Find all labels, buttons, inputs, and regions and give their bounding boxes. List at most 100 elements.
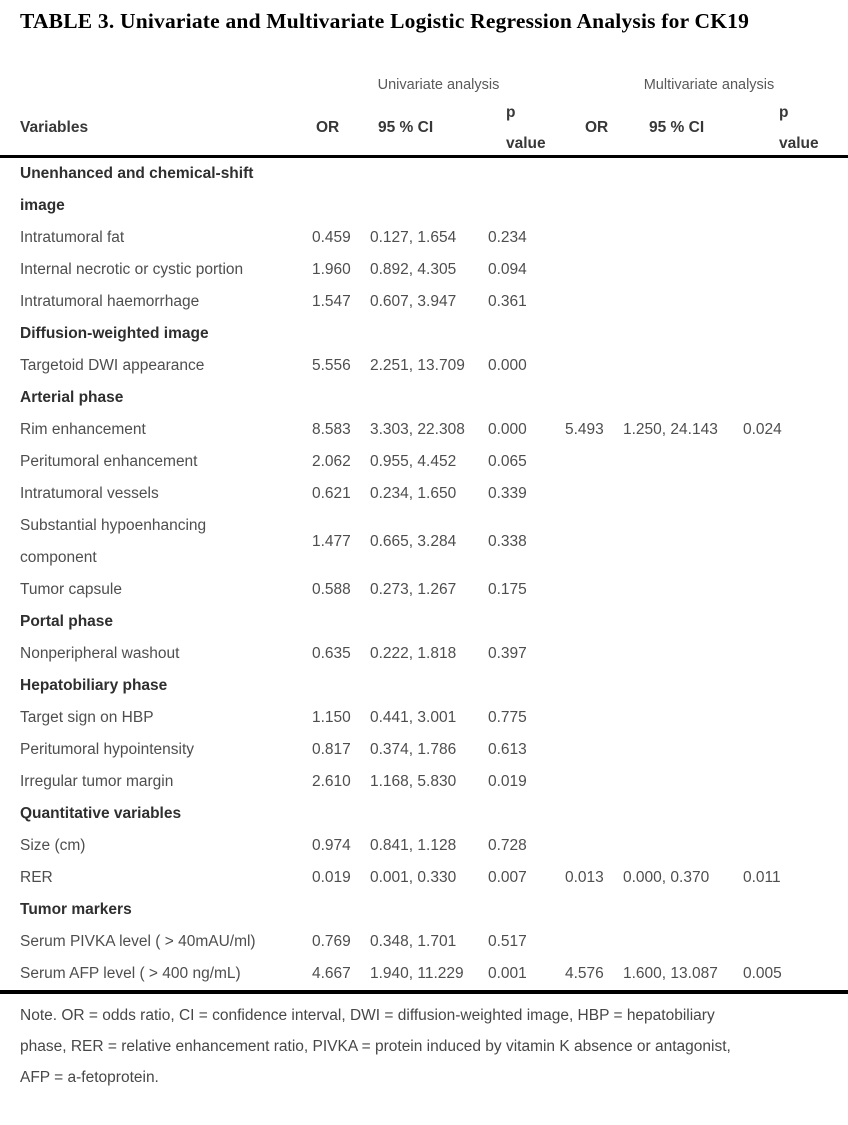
- table-row: Rim enhancement 8.583 3.303, 22.308 0.000 5.…: [20, 414, 833, 446]
- table-row: Intratumoral vessels 0.621 0.234, 1.650 0.3…: [20, 478, 833, 510]
- variable-label: Portal phase: [20, 613, 114, 631]
- multivariate-pvalue: 0.011: [743, 869, 781, 886]
- section-row: Diffusion-weighted image: [20, 318, 833, 350]
- univariate-pvalue: 0.175: [488, 581, 527, 598]
- univariate-or-value: 0.974: [312, 837, 351, 854]
- variable-label: Irregular tumor margin: [20, 773, 174, 791]
- univariate-pvalue: 0.065: [488, 453, 527, 470]
- univariate-ci-value: 0.234, 1.650: [370, 485, 457, 502]
- table-row: Targetoid DWI appearance 5.556 2.251, 13.7…: [20, 350, 833, 382]
- variable-label: Quantitative variables: [20, 805, 182, 823]
- variable-label: Substantial hypoenhancing component: [20, 517, 207, 566]
- variable-label: Nonperipheral washout: [20, 645, 180, 663]
- univariate-pvalue-header: p value: [506, 103, 546, 152]
- multivariate-or-value: 5.493: [565, 421, 604, 438]
- univariate-or-value: 0.635: [312, 645, 351, 662]
- univariate-ci-value: 1.168, 5.830: [370, 773, 457, 790]
- table-row: Intratumoral fat 0.459 0.127, 1.654 0.234: [20, 222, 833, 254]
- multivariate-or-value: 0.013: [565, 869, 604, 886]
- univariate-pvalue: 0.019: [488, 773, 527, 790]
- table-row: Target sign on HBP 1.150 0.441, 3.001 0.775: [20, 702, 833, 734]
- univariate-ci-value: 2.251, 13.709: [370, 357, 465, 374]
- variable-label: Intratumoral haemorrhage: [20, 293, 200, 311]
- univariate-ci-value: 0.841, 1.128: [370, 837, 457, 854]
- univariate-or-value: 2.062: [312, 453, 351, 470]
- multivariate-pvalue: 0.005: [743, 965, 782, 982]
- univariate-or-value: 0.588: [312, 581, 351, 598]
- univariate-pvalue: 0.001: [488, 965, 527, 982]
- univariate-ci-value: 0.441, 3.001: [370, 709, 457, 726]
- variable-label: RER: [20, 869, 53, 887]
- univariate-pvalue: 0.234: [488, 229, 527, 246]
- multivariate-ci-value: 1.250, 24.143: [623, 421, 718, 438]
- univariate-pvalue: 0.000: [488, 421, 527, 438]
- univariate-or-value: 0.817: [312, 741, 351, 758]
- univariate-ci-value: 0.665, 3.284: [370, 533, 457, 550]
- column-header-row: Variables OR 95 % CI p value OR 95 % CI …: [20, 100, 833, 155]
- univariate-pvalue: 0.361: [488, 293, 527, 310]
- multivariate-or-header: OR: [585, 119, 609, 136]
- univariate-or-value: 0.621: [312, 485, 351, 502]
- univariate-ci-value: 0.001, 0.330: [370, 869, 457, 886]
- variable-label: Peritumoral hypointensity: [20, 741, 195, 759]
- univariate-pvalue: 0.517: [488, 933, 527, 950]
- variable-label: Hepatobiliary phase: [20, 677, 168, 695]
- multivariate-pvalue-header: p value: [779, 103, 819, 152]
- variable-label: Diffusion-weighted image: [20, 325, 209, 343]
- univariate-or-value: 4.667: [312, 965, 351, 982]
- univariate-or-value: 1.150: [312, 709, 351, 726]
- variable-label: Unenhanced and chemical-shift image: [20, 165, 254, 214]
- univariate-pvalue: 0.339: [488, 485, 527, 502]
- table-title: TABLE 3. Univariate and Multivariate Log…: [20, 9, 750, 33]
- univariate-pvalue: 0.007: [488, 869, 527, 886]
- multivariate-or-value: 4.576: [565, 965, 604, 982]
- table-row: Serum PIVKA level ( > 40mAU/ml) 0.769 0.34…: [20, 926, 833, 958]
- univariate-or-value: 8.583: [312, 421, 351, 438]
- variable-label: Internal necrotic or cystic portion: [20, 261, 244, 279]
- table-row: Irregular tumor margin 2.610 1.168, 5.830 0…: [20, 766, 833, 798]
- table-row: Serum AFP level ( > 400 ng/mL) 4.667 1.940…: [20, 958, 833, 990]
- variable-label: Rim enhancement: [20, 421, 146, 439]
- multivariate-pvalue: 0.024: [743, 421, 782, 438]
- univariate-pvalue: 0.775: [488, 709, 527, 726]
- section-row: Portal phase: [20, 606, 833, 638]
- univariate-or-value: 1.477: [312, 533, 351, 550]
- table-row: Tumor capsule 0.588 0.273, 1.267 0.175: [20, 574, 833, 606]
- variable-label: Tumor markers: [20, 901, 132, 919]
- variable-label: Serum PIVKA level ( > 40mAU/ml): [20, 933, 256, 951]
- variable-label: Target sign on HBP: [20, 709, 154, 727]
- univariate-group-header: Univariate analysis: [377, 77, 500, 93]
- univariate-ci-value: 1.940, 11.229: [370, 965, 464, 982]
- univariate-pvalue: 0.094: [488, 261, 527, 278]
- univariate-ci-value: 0.127, 1.654: [370, 229, 457, 246]
- table-body: Unenhanced and chemical-shift image Intra…: [0, 158, 848, 990]
- table-row: Peritumoral enhancement 2.062 0.955, 4.452…: [20, 446, 833, 478]
- section-row: Arterial phase: [20, 382, 833, 414]
- variable-label: Tumor capsule: [20, 581, 122, 599]
- section-row: Unenhanced and chemical-shift image: [20, 158, 833, 222]
- table-row: Size (cm) 0.974 0.841, 1.128 0.728: [20, 830, 833, 862]
- univariate-pvalue: 0.613: [488, 741, 527, 758]
- univariate-pvalue: 0.397: [488, 645, 527, 662]
- univariate-or-value: 1.960: [312, 261, 351, 278]
- multivariate-group-header: Multivariate analysis: [643, 77, 775, 93]
- table-header: Univariate analysis Multivariate analysi…: [0, 60, 848, 158]
- variable-label: Size (cm): [20, 837, 86, 855]
- univariate-pvalue: 0.728: [488, 837, 527, 854]
- univariate-pvalue: 0.000: [488, 357, 527, 374]
- variable-label: Targetoid DWI appearance: [20, 357, 205, 375]
- variable-label: Serum AFP level ( > 400 ng/mL): [20, 965, 241, 983]
- variable-label: Peritumoral enhancement: [20, 453, 198, 471]
- table-row: Internal necrotic or cystic portion 1.960…: [20, 254, 833, 286]
- multivariate-ci-value: 1.600, 13.087: [623, 965, 718, 982]
- variables-column-header: Variables: [20, 119, 89, 136]
- univariate-ci-header: 95 % CI: [378, 119, 434, 136]
- variable-label: Intratumoral vessels: [20, 485, 159, 503]
- variable-label: Arterial phase: [20, 389, 124, 407]
- section-row: Quantitative variables: [20, 798, 833, 830]
- table-row: Intratumoral haemorrhage 1.547 0.607, 3.94…: [20, 286, 833, 318]
- variable-label: Intratumoral fat: [20, 229, 125, 247]
- univariate-or-value: 0.769: [312, 933, 351, 950]
- univariate-or-value: 2.610: [312, 773, 351, 790]
